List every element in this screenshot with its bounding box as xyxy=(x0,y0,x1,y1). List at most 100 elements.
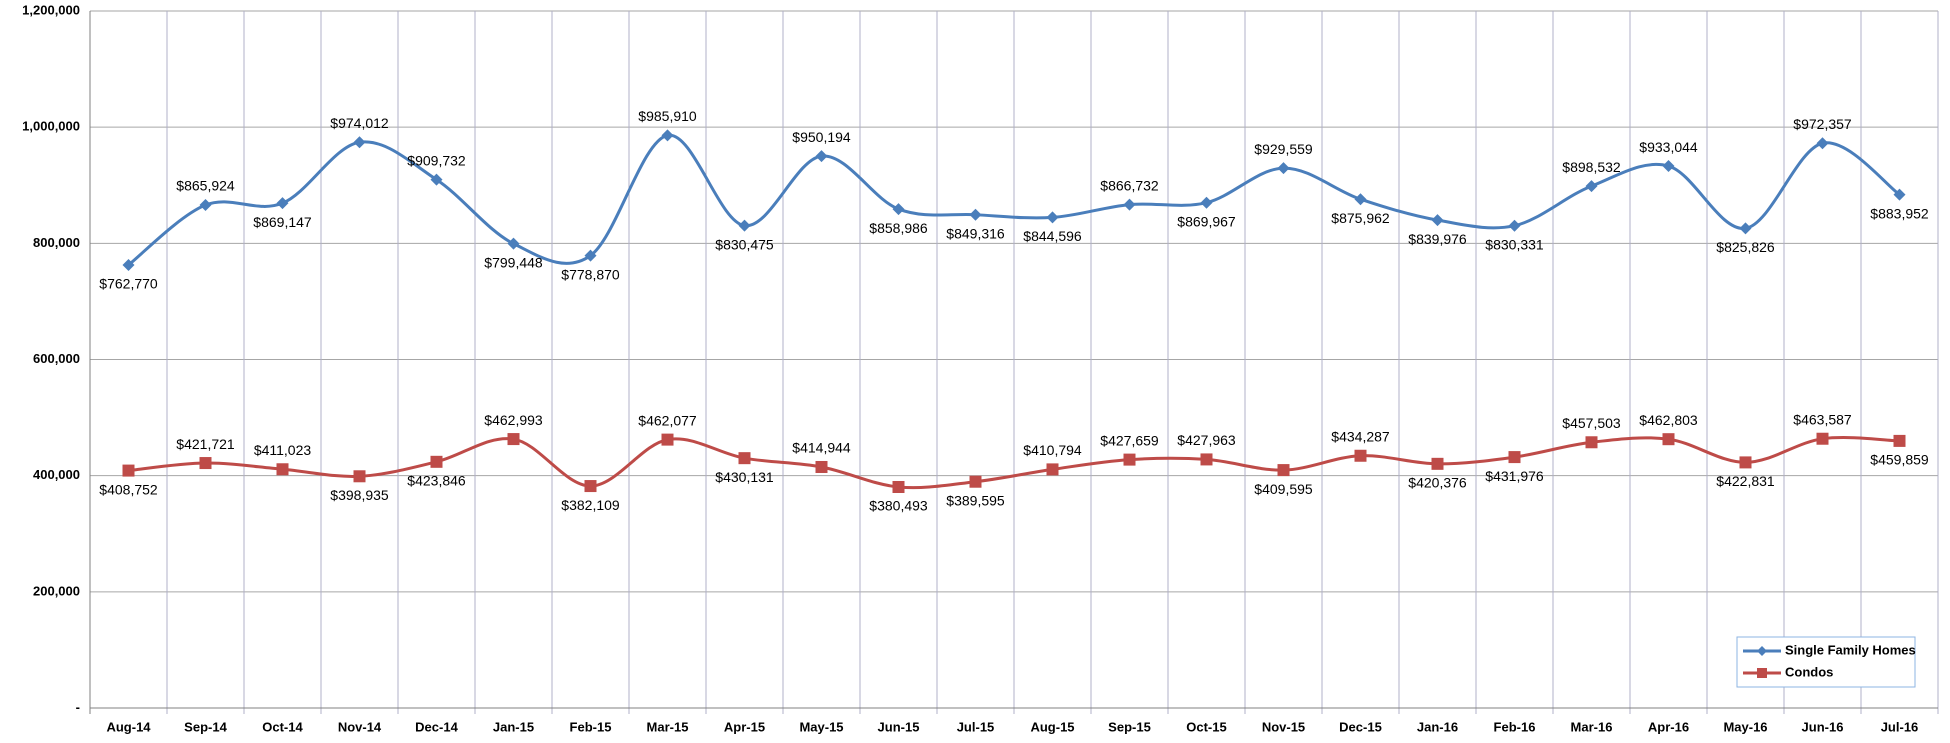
point-marker xyxy=(1123,198,1136,211)
data-label: $410,794 xyxy=(1023,442,1082,458)
x-tick-label: Jan-16 xyxy=(1417,719,1458,734)
legend-box xyxy=(1736,636,1916,688)
data-label: $875,962 xyxy=(1331,210,1390,226)
data-label: $431,976 xyxy=(1485,468,1544,484)
point-marker xyxy=(276,463,289,476)
data-label: $972,357 xyxy=(1793,116,1852,132)
data-label: $427,659 xyxy=(1100,432,1159,448)
x-tick-label: Sep-14 xyxy=(184,719,227,734)
y-tick-label: - xyxy=(76,699,80,714)
data-label: $462,803 xyxy=(1639,412,1698,428)
x-tick-label: Feb-16 xyxy=(1494,719,1536,734)
x-tick-label: Dec-14 xyxy=(415,719,458,734)
point-marker xyxy=(584,480,597,493)
x-tick-label: Aug-15 xyxy=(1030,719,1074,734)
data-label: $858,986 xyxy=(869,220,928,236)
data-label: $974,012 xyxy=(330,115,389,131)
point-marker xyxy=(584,249,597,262)
y-tick-label: 1,200,000 xyxy=(22,2,80,17)
data-label: $427,963 xyxy=(1177,432,1236,448)
point-marker xyxy=(353,136,366,149)
data-label: $430,131 xyxy=(715,469,774,485)
point-marker xyxy=(661,433,674,446)
data-label: $389,595 xyxy=(946,492,1005,508)
point-marker xyxy=(1662,160,1675,173)
x-tick-label: Mar-16 xyxy=(1571,719,1613,734)
x-tick-label: Apr-15 xyxy=(724,719,765,734)
data-label: $382,109 xyxy=(561,497,620,513)
x-tick-label: Oct-15 xyxy=(1186,719,1226,734)
x-tick-label: Jun-16 xyxy=(1802,719,1844,734)
x-tick-label: Aug-14 xyxy=(106,719,151,734)
data-label: $380,493 xyxy=(869,498,928,514)
point-marker xyxy=(892,480,905,493)
x-tick-label: Oct-14 xyxy=(262,719,303,734)
data-label: $909,732 xyxy=(407,152,466,168)
point-marker xyxy=(738,219,751,232)
data-label: $420,376 xyxy=(1408,475,1467,491)
data-label: $898,532 xyxy=(1562,159,1621,175)
y-tick-label: 200,000 xyxy=(33,583,80,598)
point-marker xyxy=(353,470,366,483)
legend-marker xyxy=(1757,646,1767,656)
x-tick-label: Jul-15 xyxy=(957,719,995,734)
data-label: $463,587 xyxy=(1793,411,1852,427)
point-marker xyxy=(892,203,905,216)
point-marker xyxy=(199,199,212,212)
point-marker xyxy=(1739,222,1752,235)
point-marker xyxy=(1431,457,1444,470)
data-label: $778,870 xyxy=(561,266,620,282)
point-marker xyxy=(1123,453,1136,466)
x-tick-label: Mar-15 xyxy=(647,719,689,734)
point-marker xyxy=(969,208,982,221)
x-tick-label: Jan-15 xyxy=(493,719,534,734)
point-marker xyxy=(1354,449,1367,462)
x-tick-label: May-16 xyxy=(1723,719,1767,734)
data-label: $869,147 xyxy=(253,214,312,230)
x-tick-label: May-15 xyxy=(799,719,843,734)
point-marker xyxy=(1508,219,1521,232)
point-marker xyxy=(507,237,520,250)
x-tick-label: Apr-16 xyxy=(1648,719,1689,734)
legend-label: Single Family Homes xyxy=(1785,642,1916,657)
data-label: $865,924 xyxy=(176,178,235,194)
point-marker xyxy=(430,173,443,186)
point-marker xyxy=(1739,456,1752,469)
point-marker xyxy=(276,197,289,210)
data-label: $434,287 xyxy=(1331,428,1390,444)
legend-label: Condos xyxy=(1785,664,1833,679)
data-label: $839,976 xyxy=(1408,231,1467,247)
data-label: $869,967 xyxy=(1177,213,1236,229)
point-marker xyxy=(661,129,674,142)
data-label: $398,935 xyxy=(330,487,389,503)
x-tick-label: Dec-15 xyxy=(1339,719,1382,734)
x-tick-label: Jun-15 xyxy=(878,719,920,734)
data-label: $985,910 xyxy=(638,108,697,124)
point-marker xyxy=(1277,464,1290,477)
y-tick-label: 800,000 xyxy=(33,235,80,250)
point-marker xyxy=(1662,433,1675,446)
data-label: $830,475 xyxy=(715,236,774,252)
data-label: $462,993 xyxy=(484,412,543,428)
data-label: $799,448 xyxy=(484,254,543,270)
x-tick-label: Jul-16 xyxy=(1881,719,1919,734)
point-marker xyxy=(1277,162,1290,175)
data-label: $414,944 xyxy=(792,440,851,456)
point-marker xyxy=(1431,214,1444,227)
x-tick-label: Nov-15 xyxy=(1262,719,1305,734)
point-marker xyxy=(1585,180,1598,193)
data-label: $844,596 xyxy=(1023,228,1082,244)
point-marker xyxy=(199,457,212,470)
data-label: $462,077 xyxy=(638,412,697,428)
y-tick-label: 400,000 xyxy=(33,467,80,482)
y-tick-label: 600,000 xyxy=(33,351,80,366)
x-tick-label: Feb-15 xyxy=(570,719,612,734)
data-label: $762,770 xyxy=(99,276,158,292)
point-marker xyxy=(1893,188,1906,201)
legend-marker xyxy=(1757,668,1767,678)
data-label: $830,331 xyxy=(1485,236,1544,252)
point-marker xyxy=(1046,211,1059,224)
data-label: $411,023 xyxy=(254,442,312,458)
